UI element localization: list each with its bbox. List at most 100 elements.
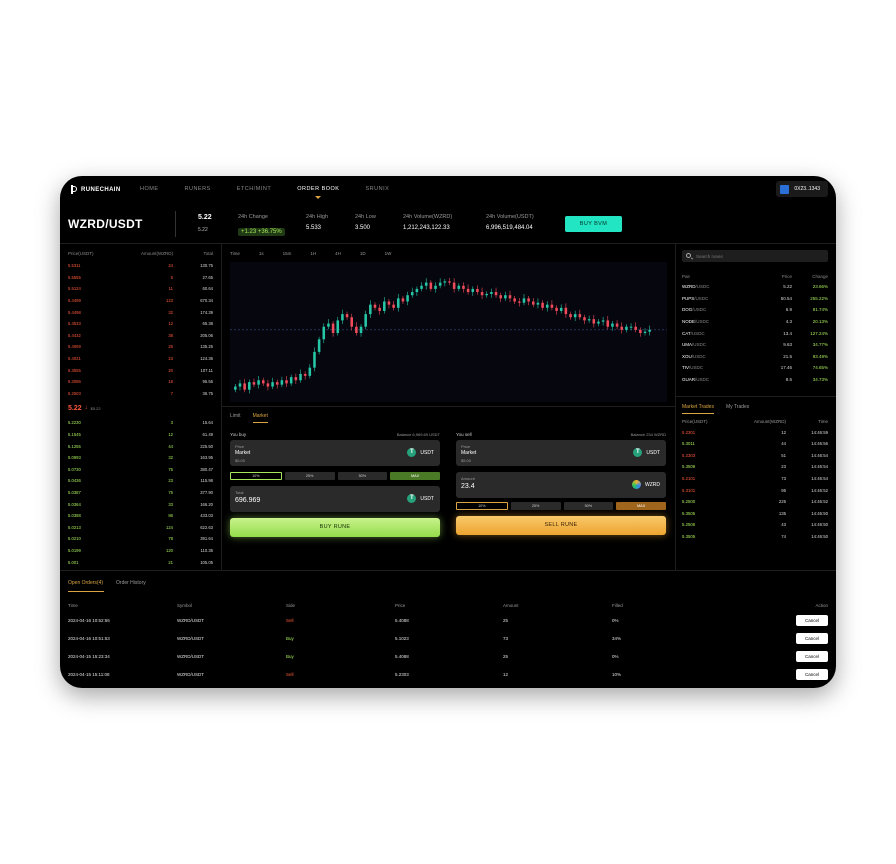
order-book-row[interactable]: 5.1255 44 225.50 <box>60 440 221 452</box>
timeframe-15m[interactable]: 15m <box>282 250 292 256</box>
timeframe-1s[interactable]: 1s <box>258 250 264 256</box>
order-book-row[interactable]: 5.4499 123 670.34 <box>60 295 221 307</box>
pct-25-button[interactable]: 25% <box>284 472 335 480</box>
market-row[interactable]: DOG/USDC 6.9 81.74% <box>676 304 836 316</box>
pct-50-button[interactable]: 50% <box>337 472 388 480</box>
nav-item-runers[interactable]: RUNERS <box>184 186 211 192</box>
market-row[interactable]: TIV/USDC 17.46 74.65% <box>676 362 836 374</box>
wallet-button[interactable]: 0X23..1343 <box>776 181 828 197</box>
price-chart[interactable] <box>230 262 667 402</box>
pct-max-button[interactable]: MAX <box>390 472 440 480</box>
tab-market-trades[interactable]: Market Trades <box>682 404 714 415</box>
cancel-button[interactable]: Cancel <box>796 668 828 680</box>
col-filled: Filled <box>612 602 623 608</box>
market-row[interactable]: CAT/USDC 13.4 127.24% <box>676 327 836 339</box>
buy-rune-button[interactable]: BUY RUNE <box>230 518 440 537</box>
order-book-row[interactable]: 5.4533 12 65.38 <box>60 318 221 330</box>
candle <box>541 300 544 311</box>
divider <box>175 211 176 237</box>
order-book-row[interactable]: 5.0210 78 391.64 <box>60 533 221 545</box>
market-row[interactable]: NODE/USDC 4.3 20.13% <box>676 316 836 328</box>
field-label: Price <box>235 444 245 449</box>
pct-25-button[interactable]: 25% <box>510 502 561 510</box>
candle <box>303 371 307 380</box>
candle <box>639 327 642 337</box>
order-book-row[interactable]: 5.0199 120 110.35 <box>60 545 221 557</box>
pct-max-button[interactable]: MAX <box>616 502 666 510</box>
market-row[interactable]: XOU/USDC 21.5 93.49% <box>676 351 836 363</box>
pct-50-button[interactable]: 50% <box>563 502 614 510</box>
row-amount: 75 <box>168 466 173 472</box>
token-selector[interactable]: T USDT <box>407 494 434 503</box>
order-book-row[interactable]: 5.0436 23 115.98 <box>60 475 221 487</box>
sell-amount-field[interactable]: Amount 23.4 WZRD <box>456 472 666 498</box>
order-book-row[interactable]: 5.4498 32 174.39 <box>60 306 221 318</box>
tab-my-trades[interactable]: My Trades <box>725 404 750 411</box>
candle <box>443 278 447 287</box>
tab-limit[interactable]: Limit <box>230 413 241 419</box>
nav-item-etch-mint[interactable]: ETCH/MINT <box>236 186 272 192</box>
cancel-button[interactable]: Cancel <box>796 632 828 644</box>
order-book-row[interactable]: 5.0730 75 380.47 <box>60 464 221 476</box>
pair-base: UMA <box>682 342 692 348</box>
order-book-row[interactable]: 5.1545 12 61.49 <box>60 429 221 441</box>
order-book-row[interactable]: 5.4021 23 124.36 <box>60 353 221 365</box>
candle <box>248 379 251 394</box>
candle-body <box>369 304 372 315</box>
nav-item-home[interactable]: HOME <box>140 186 159 192</box>
token-selector[interactable]: T USDT <box>633 448 660 457</box>
nav-item-srunix[interactable]: SRUNIX <box>365 186 390 192</box>
token-selector[interactable]: T USDT <box>407 448 434 457</box>
pct-10-button[interactable]: 10% <box>230 472 282 480</box>
order-book-row[interactable]: 5.2230 3 15.64 <box>60 417 221 429</box>
brand-logo[interactable]: RUNECHAIN <box>70 185 121 194</box>
tab-market[interactable]: Market <box>252 413 268 423</box>
market-row[interactable]: GUAR/USDC 8.5 34.73% <box>676 374 836 386</box>
timeframe-4h[interactable]: 4H <box>335 250 341 256</box>
order-book-row[interactable]: 5.0993 32 163.95 <box>60 452 221 464</box>
order-book-row[interactable]: 5.001 21 105.05 <box>60 556 221 568</box>
market-change: 34.73% <box>812 377 828 383</box>
tab-open-orders[interactable]: Open Orders(4) <box>68 580 105 592</box>
order-book-row[interactable]: 5.4432 38 205.06 <box>60 330 221 342</box>
market-row[interactable]: UMA/USDC 9.63 34.77% <box>676 339 836 351</box>
order-book-row[interactable]: 5.4069 25 135.25 <box>60 341 221 353</box>
order-book-row[interactable]: 5.0388 86 433.03 <box>60 510 221 522</box>
order-book-row[interactable]: 5.3555 20 107.11 <box>60 364 221 376</box>
order-book-row[interactable]: 5.0364 33 166.20 <box>60 498 221 510</box>
order-price: 5.4088 <box>395 617 409 623</box>
order-book-row[interactable]: 5.5555 5 27.65 <box>60 272 221 284</box>
search-box[interactable] <box>682 250 828 262</box>
candle-body <box>536 302 540 305</box>
buy-bvm-button[interactable]: BUY BVM <box>565 216 622 232</box>
nav-item-order-book[interactable]: ORDER BOOK <box>297 186 340 192</box>
search-input[interactable] <box>696 250 816 262</box>
market-row[interactable]: WZRD/USDC 5.22 23.66% <box>676 281 836 293</box>
order-book-row[interactable]: 5.2503 7 36.75 <box>60 388 221 400</box>
order-book-row[interactable]: 5.0387 75 377.90 <box>60 487 221 499</box>
order-book-row[interactable]: 5.5124 11 60.64 <box>60 283 221 295</box>
order-book-row[interactable]: 5.5311 24 130.75 <box>60 260 221 272</box>
buy-total-field[interactable]: Total 696.969 T USDT <box>230 486 440 512</box>
row-total: 107.11 <box>200 367 214 373</box>
tab-order-history[interactable]: Order History <box>116 580 146 586</box>
stat-value: 5.533 <box>306 225 322 231</box>
cancel-button[interactable]: Cancel <box>796 650 828 662</box>
market-row[interactable]: PUPS/USDC 50.54 255.22% <box>676 293 836 305</box>
pct-10-button[interactable]: 10% <box>456 502 508 510</box>
timeframe-1w[interactable]: 1W <box>384 250 392 256</box>
candle <box>429 280 433 292</box>
timeframe-1d[interactable]: 1D <box>359 250 366 256</box>
sell-rune-button[interactable]: SELL RUNE <box>456 516 666 535</box>
order-book-row[interactable]: 5.0213 124 622.63 <box>60 521 221 533</box>
trade-time: 14:46:54 <box>811 464 828 470</box>
timeframe-1h[interactable]: 1H <box>310 250 317 256</box>
cancel-button[interactable]: Cancel <box>796 614 828 626</box>
buy-price-field[interactable]: Price Market $5.00 T USDT <box>230 440 440 466</box>
sell-price-field[interactable]: Price Market $5.00 T USDT <box>456 440 666 466</box>
order-book-row[interactable]: 5.3086 18 95.55 <box>60 376 221 388</box>
token-selector[interactable]: WZRD <box>632 480 660 489</box>
candle-body <box>559 307 563 311</box>
stat-label: 24h Change <box>238 214 268 220</box>
field-label: Price <box>461 444 471 449</box>
